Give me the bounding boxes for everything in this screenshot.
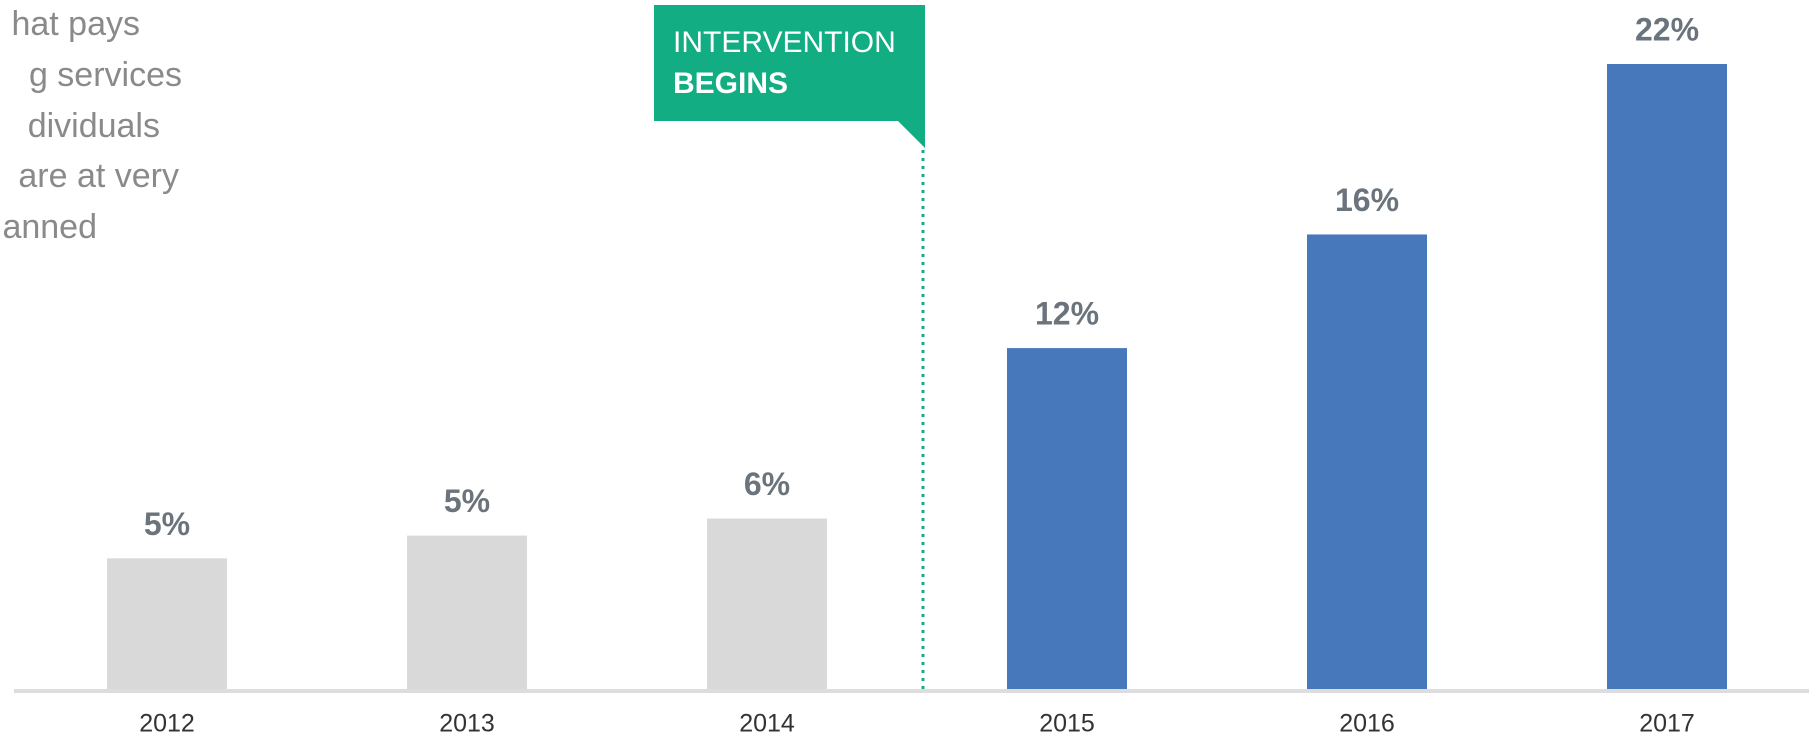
description-line: are at very	[18, 157, 179, 195]
x-tick-label: 2016	[1339, 710, 1395, 738]
value-label: 16%	[1335, 182, 1399, 218]
value-label: 5%	[444, 483, 490, 519]
x-tick-label: 2017	[1639, 710, 1695, 738]
description-line: anned	[2, 208, 97, 246]
annotation-emphasis: BEGINS	[673, 67, 788, 100]
bar	[107, 558, 227, 689]
bar	[1307, 234, 1427, 690]
description-line: g services	[29, 56, 182, 94]
bar	[707, 518, 827, 689]
annotation-text: INTERVENTION	[673, 26, 896, 59]
value-label: 6%	[744, 466, 790, 502]
x-tick-label: 2015	[1039, 710, 1095, 738]
annotation-box	[654, 5, 925, 121]
bar	[1607, 64, 1727, 689]
x-tick-label: 2013	[439, 710, 495, 738]
x-tick-label: 2012	[139, 710, 195, 738]
x-tick-label: 2014	[739, 710, 795, 738]
description-line: hat pays	[11, 5, 140, 43]
value-label: 12%	[1035, 296, 1099, 332]
description-line: dividuals	[28, 107, 160, 145]
bar	[1007, 348, 1127, 689]
value-label: 22%	[1635, 11, 1699, 47]
bar	[407, 535, 527, 689]
annotation-pointer	[898, 121, 925, 148]
value-label: 5%	[144, 506, 190, 542]
